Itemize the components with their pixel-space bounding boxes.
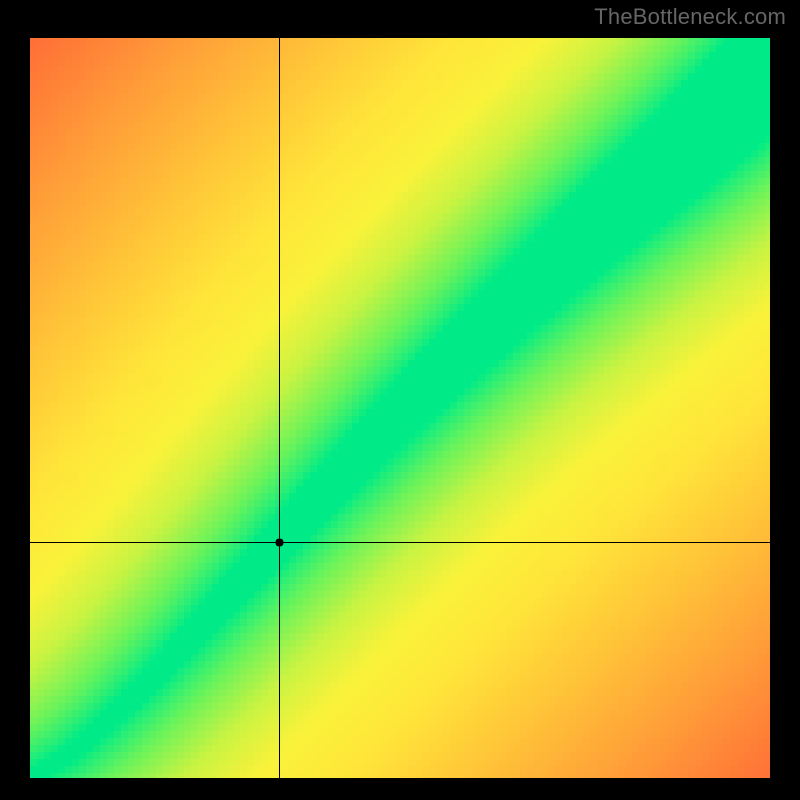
watermark-text: TheBottleneck.com [594,4,786,30]
bottleneck-heatmap [30,38,771,779]
chart-container: TheBottleneck.com [0,0,800,800]
